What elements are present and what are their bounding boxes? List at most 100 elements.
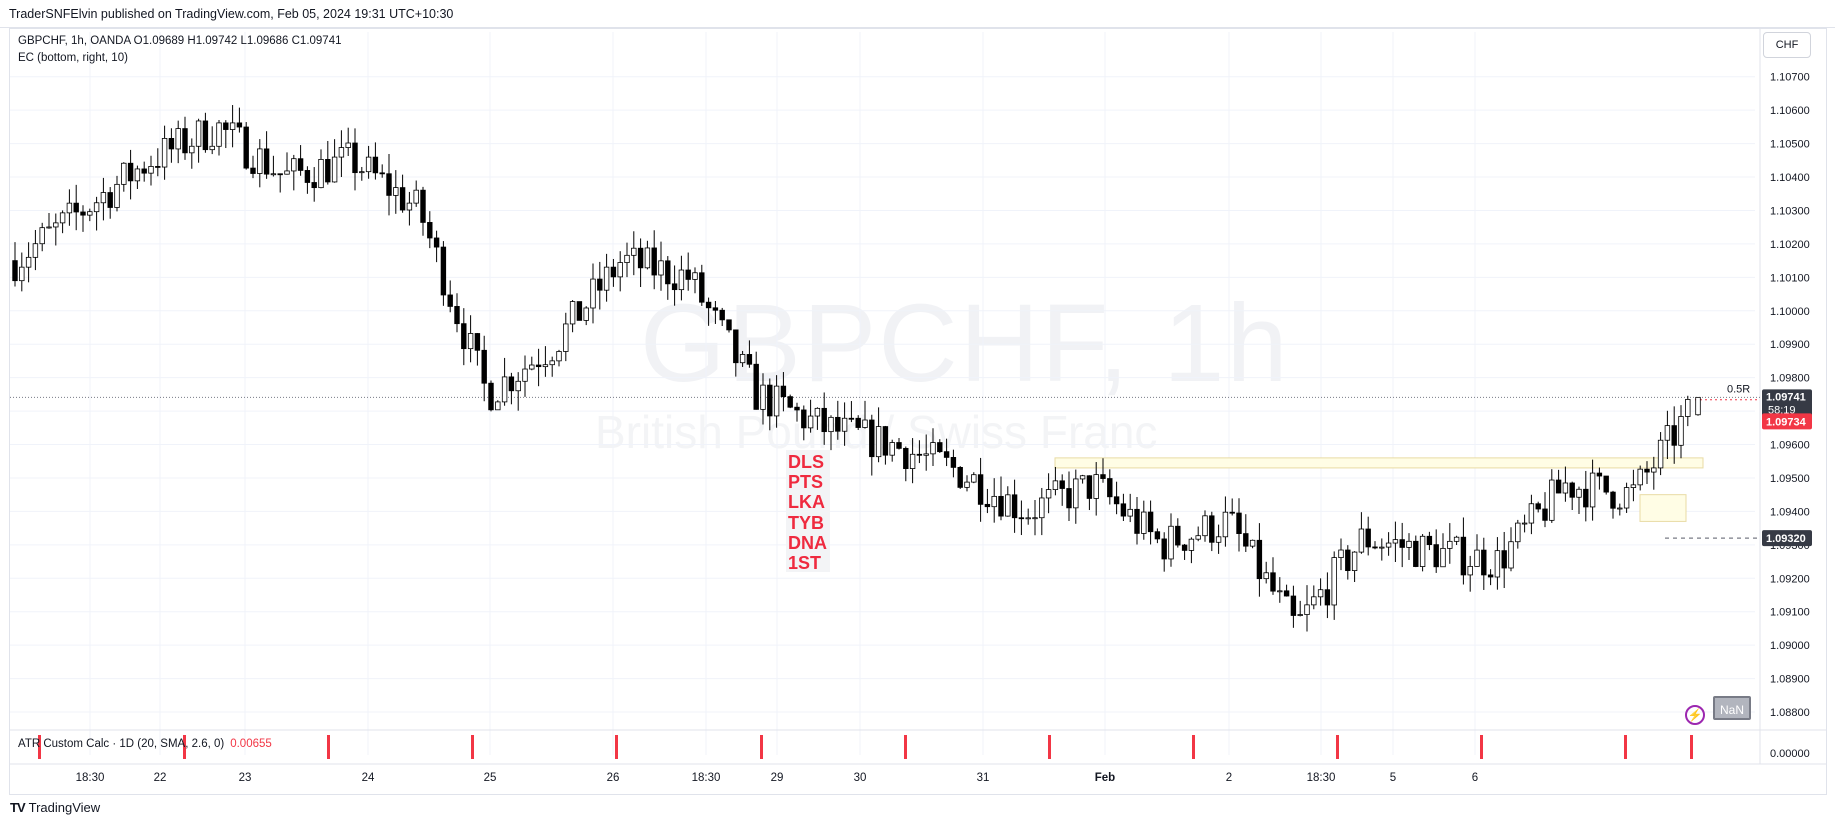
candle-body: [1202, 515, 1208, 537]
symbol-legend[interactable]: GBPCHF, 1h, OANDA O1.09689 H1.09742 L1.0…: [18, 35, 342, 47]
candle-body: [148, 166, 154, 174]
candle-body: [1073, 478, 1079, 509]
candle-body: [1413, 540, 1419, 567]
candle-body: [1039, 497, 1045, 519]
candle-body: [1059, 480, 1065, 489]
candle-body: [413, 189, 419, 204]
candle-body: [250, 167, 256, 174]
x-tick-label: 22: [154, 772, 167, 784]
x-tick-label: 24: [362, 772, 375, 784]
indicator-legend[interactable]: EC (bottom, right, 10): [18, 52, 128, 64]
candle-body: [1569, 482, 1575, 498]
candle-body: [603, 266, 610, 291]
candle-body: [753, 363, 759, 410]
candle-body: [1229, 511, 1235, 514]
candle-body: [25, 256, 32, 268]
candle-body: [1079, 475, 1086, 480]
candle-body: [155, 166, 161, 168]
candle-body: [189, 145, 195, 154]
candle-body: [1100, 474, 1106, 479]
nan-button[interactable]: NaN: [1713, 696, 1751, 720]
tag-item: LKA: [788, 492, 825, 513]
candle-body: [658, 260, 664, 276]
candle-body: [1637, 468, 1643, 486]
candle-body: [977, 474, 984, 505]
candle-body: [284, 170, 290, 175]
candle-body: [780, 385, 787, 398]
candle-body: [1052, 480, 1059, 490]
candle-body: [359, 171, 365, 174]
candle-body: [386, 173, 392, 196]
y-tick-label: 1.09200: [1770, 573, 1810, 585]
candle-body: [1188, 538, 1195, 551]
candle-body: [93, 202, 100, 213]
candle-body: [195, 120, 202, 147]
candle-body: [807, 415, 814, 429]
x-tick-label: Feb: [1095, 772, 1115, 784]
candle-body: [1222, 511, 1229, 538]
y-tick-label: 1.09000: [1770, 640, 1810, 652]
candle-body: [882, 426, 889, 456]
candle-body: [678, 269, 685, 291]
y-tick-label: 1.09100: [1770, 607, 1810, 619]
candle-body: [733, 329, 739, 364]
candle-body: [631, 247, 637, 256]
brand-text: TradingView: [28, 800, 101, 815]
candle-body: [1256, 539, 1263, 580]
candle-body: [909, 453, 916, 469]
tradingview-logo-icon: TV: [10, 800, 26, 815]
x-tick-label: 2: [1226, 772, 1232, 784]
candle-body: [1379, 546, 1385, 549]
candle-body: [291, 158, 297, 172]
candle-body: [440, 246, 447, 296]
candle-body: [501, 376, 508, 403]
candle-body: [297, 158, 304, 171]
candle-body: [304, 170, 311, 183]
bolt-icon[interactable]: ⚡: [1685, 705, 1705, 725]
candle-body: [760, 384, 766, 410]
candle-body: [87, 211, 93, 216]
candle-body: [1515, 522, 1521, 543]
candle-body: [903, 447, 909, 469]
footer-brand[interactable]: TV TradingView: [10, 800, 100, 815]
candle-body: [1494, 550, 1501, 578]
candle-body: [454, 306, 460, 325]
candle-body: [937, 442, 943, 453]
candle-body: [801, 409, 807, 429]
candle-body: [1481, 549, 1487, 576]
last-price-label: 1.09741: [1766, 391, 1806, 403]
candle-body: [325, 159, 331, 183]
candle-body: [495, 401, 501, 411]
atr-legend[interactable]: ATR Custom Calc · 1D (20, SMA, 2.6, 0) 0.…: [18, 738, 272, 750]
candle-body: [773, 385, 780, 417]
candle-body: [869, 419, 875, 458]
candle-body: [1005, 494, 1011, 517]
candle-body: [1236, 512, 1242, 534]
candle-body: [229, 122, 236, 130]
candle-body: [971, 474, 977, 483]
candle-body: [1453, 536, 1460, 542]
candle-body: [1283, 590, 1290, 597]
candle-body: [331, 156, 338, 183]
currency-button[interactable]: CHF: [1763, 32, 1811, 58]
candle-body: [1549, 479, 1555, 521]
candle-body: [1290, 595, 1297, 616]
atr-axis-label: 0.00000: [1770, 748, 1810, 760]
tag-item: PTS: [788, 472, 824, 493]
candle-body: [1623, 487, 1630, 509]
x-tick-label: 6: [1472, 772, 1478, 784]
watermark-title: GBPCHF, 1h: [640, 282, 1290, 405]
candle-body: [1678, 416, 1684, 446]
candle-body: [943, 451, 950, 458]
atr-marker: [471, 735, 474, 759]
candle-body: [1195, 535, 1201, 540]
candle-body: [59, 212, 66, 224]
candle-body: [1610, 491, 1616, 509]
candle-body: [134, 168, 141, 182]
candle-body: [243, 126, 249, 169]
candle-body: [406, 202, 413, 211]
x-tick-label: 26: [607, 772, 620, 784]
atr-marker: [615, 735, 618, 759]
candle-body: [1331, 557, 1337, 606]
